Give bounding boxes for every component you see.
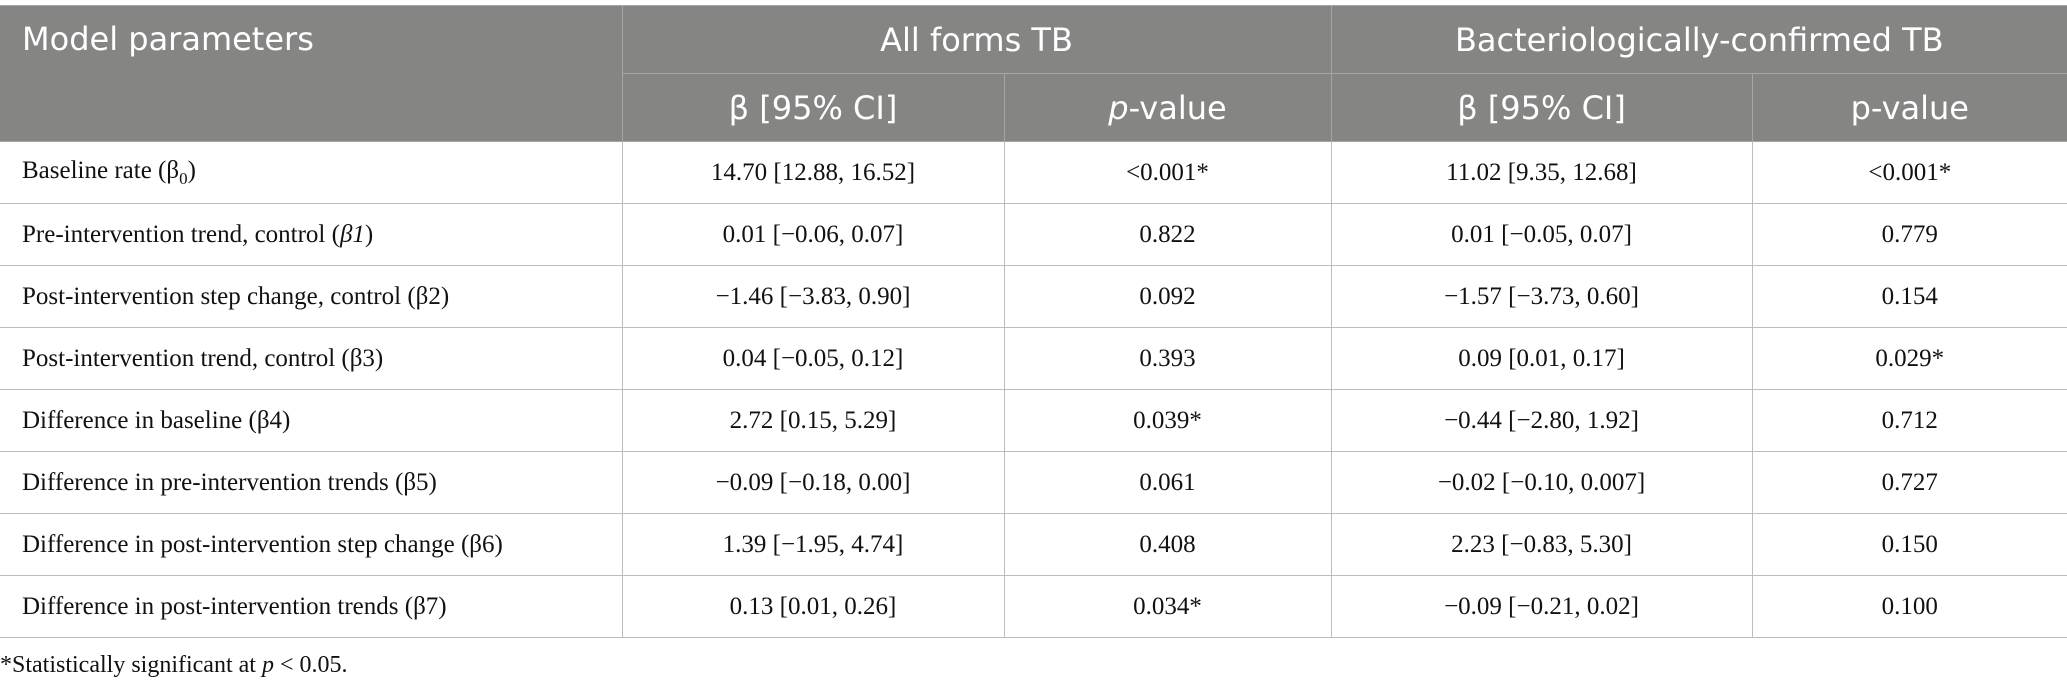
bact-p-cell: 0.150 bbox=[1751, 513, 2067, 576]
table-row: Difference in post-intervention step cha… bbox=[0, 513, 2067, 576]
all-forms-p-cell: 0.822 bbox=[1003, 203, 1332, 266]
all-forms-p-cell: 0.393 bbox=[1003, 327, 1332, 390]
bact-p-cell: 0.779 bbox=[1751, 203, 2067, 266]
bact-p-cell: 0.154 bbox=[1751, 265, 2067, 328]
table-row: Difference in baseline (β4) 2.72 [0.15, … bbox=[0, 389, 2067, 452]
param-cell: Pre-intervention trend, control (β1) bbox=[0, 203, 623, 266]
significance-footnote: *Statistically significant at p < 0.05. bbox=[0, 652, 348, 679]
table-body: Baseline rate (β0) 14.70 [12.88, 16.52] … bbox=[0, 141, 2067, 638]
bact-beta-cell: −1.57 [−3.73, 0.60] bbox=[1330, 265, 1753, 328]
all-forms-beta-cell: 2.72 [0.15, 5.29] bbox=[621, 389, 1005, 452]
results-table: Model parameters All forms TB Bacteriolo… bbox=[0, 5, 2067, 638]
all-forms-beta-cell: 0.13 [0.01, 0.26] bbox=[621, 575, 1005, 638]
bact-beta-cell: 0.01 [−0.05, 0.07] bbox=[1330, 203, 1753, 266]
header-group-bacteriologically-confirmed-tb: Bacteriologically-confirmed TB bbox=[1330, 5, 2067, 74]
header-all-forms-p-value: p-value bbox=[1003, 73, 1332, 142]
bact-beta-cell: −0.44 [−2.80, 1.92] bbox=[1330, 389, 1753, 452]
table-row: Difference in pre-intervention trends (β… bbox=[0, 451, 2067, 514]
bact-beta-cell: 0.09 [0.01, 0.17] bbox=[1330, 327, 1753, 390]
param-cell: Difference in pre-intervention trends (β… bbox=[0, 451, 623, 514]
all-forms-p-cell: 0.039* bbox=[1003, 389, 1332, 452]
all-forms-p-cell: 0.061 bbox=[1003, 451, 1332, 514]
param-label: Baseline rate (β bbox=[22, 156, 180, 184]
all-forms-beta-cell: 14.70 [12.88, 16.52] bbox=[621, 141, 1005, 204]
param-label-end: ) bbox=[187, 156, 196, 184]
all-forms-beta-cell: 1.39 [−1.95, 4.74] bbox=[621, 513, 1005, 576]
all-forms-beta-cell: −0.09 [−0.18, 0.00] bbox=[621, 451, 1005, 514]
bact-beta-cell: 11.02 [9.35, 12.68] bbox=[1330, 141, 1753, 204]
header-model-parameters: Model parameters bbox=[0, 5, 623, 142]
bact-p-cell: <0.001* bbox=[1751, 141, 2067, 204]
table-row: Post-intervention trend, control (β3) 0.… bbox=[0, 327, 2067, 390]
param-cell: Difference in post-intervention trends (… bbox=[0, 575, 623, 638]
param-cell: Difference in post-intervention step cha… bbox=[0, 513, 623, 576]
header-all-forms-beta: β [95% CI] bbox=[621, 73, 1005, 142]
bact-beta-cell: −0.09 [−0.21, 0.02] bbox=[1330, 575, 1753, 638]
bact-p-cell: 0.100 bbox=[1751, 575, 2067, 638]
table-row: Baseline rate (β0) 14.70 [12.88, 16.52] … bbox=[0, 141, 2067, 204]
bact-p-cell: 0.029* bbox=[1751, 327, 2067, 390]
bact-p-cell: 0.727 bbox=[1751, 451, 2067, 514]
footnote-prefix: *Statistically significant at bbox=[0, 652, 262, 678]
header-group-all-forms-tb: All forms TB bbox=[621, 5, 1332, 74]
all-forms-p-cell: 0.092 bbox=[1003, 265, 1332, 328]
param-label-end: ) bbox=[364, 220, 374, 248]
table-row: Post-intervention step change, control (… bbox=[0, 265, 2067, 328]
all-forms-beta-cell: 0.01 [−0.06, 0.07] bbox=[621, 203, 1005, 266]
param-cell: Difference in baseline (β4) bbox=[0, 389, 623, 452]
param-cell: Post-intervention trend, control (β3) bbox=[0, 327, 623, 390]
all-forms-p-cell: 0.408 bbox=[1003, 513, 1332, 576]
bact-beta-cell: −0.02 [−0.10, 0.007] bbox=[1330, 451, 1753, 514]
param-cell: Baseline rate (β0) bbox=[0, 141, 623, 204]
all-forms-p-cell: 0.034* bbox=[1003, 575, 1332, 638]
header-all-forms-p-italic: p bbox=[1108, 88, 1129, 127]
all-forms-p-cell: <0.001* bbox=[1003, 141, 1332, 204]
table-row: Pre-intervention trend, control (β1) 0.0… bbox=[0, 203, 2067, 266]
footnote-italic-p: p bbox=[261, 652, 274, 678]
all-forms-beta-cell: −1.46 [−3.83, 0.90] bbox=[621, 265, 1005, 328]
table-row: Difference in post-intervention trends (… bbox=[0, 575, 2067, 638]
param-cell: Post-intervention step change, control (… bbox=[0, 265, 623, 328]
bact-p-cell: 0.712 bbox=[1751, 389, 2067, 452]
header-bact-beta: β [95% CI] bbox=[1330, 73, 1753, 142]
param-subscript: 0 bbox=[179, 168, 188, 188]
param-label-italic: β1 bbox=[339, 220, 365, 248]
header-all-forms-p-rest: -value bbox=[1128, 88, 1227, 127]
table-header: Model parameters All forms TB Bacteriolo… bbox=[0, 5, 2067, 142]
param-label: Pre-intervention trend, control ( bbox=[22, 220, 340, 248]
bact-beta-cell: 2.23 [−0.83, 5.30] bbox=[1330, 513, 1753, 576]
all-forms-beta-cell: 0.04 [−0.05, 0.12] bbox=[621, 327, 1005, 390]
footnote-suffix: < 0.05. bbox=[273, 652, 348, 678]
header-bact-p-value: p-value bbox=[1751, 73, 2067, 142]
